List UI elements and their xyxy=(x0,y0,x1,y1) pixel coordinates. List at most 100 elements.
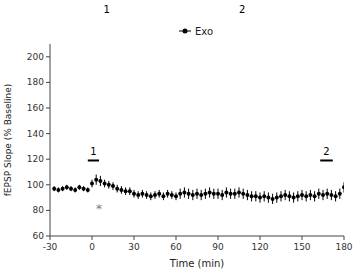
data-point xyxy=(203,192,207,196)
data-point xyxy=(61,187,65,191)
data-point xyxy=(342,185,344,189)
x-tick-label: 90 xyxy=(212,242,224,252)
data-point xyxy=(157,192,161,196)
data-point xyxy=(287,194,291,198)
data-point xyxy=(132,192,136,196)
data-point xyxy=(233,192,237,196)
y-axis xyxy=(50,44,51,236)
data-point xyxy=(279,194,283,198)
data-point xyxy=(140,192,144,196)
data-point xyxy=(321,193,325,197)
data-point xyxy=(161,194,165,198)
y-tick xyxy=(46,210,50,211)
x-tick-label: 150 xyxy=(293,242,310,252)
data-point xyxy=(128,189,132,193)
y-tick-label: 100 xyxy=(27,180,44,190)
y-tick xyxy=(46,159,50,160)
y-tick xyxy=(46,108,50,109)
x-tick xyxy=(260,236,261,240)
injection-bar xyxy=(88,159,99,161)
data-point xyxy=(245,193,249,197)
data-point xyxy=(82,187,86,191)
data-point xyxy=(86,188,90,192)
y-tick-label: 140 xyxy=(27,129,44,139)
data-point xyxy=(107,183,111,187)
data-point xyxy=(65,185,69,189)
x-tick-label: 30 xyxy=(128,242,140,252)
x-tick-label: 60 xyxy=(170,242,182,252)
legend-label: Exo xyxy=(195,26,213,37)
data-point xyxy=(275,196,279,200)
data-point xyxy=(52,187,56,191)
bar-label: 2 xyxy=(323,146,329,157)
data-point xyxy=(77,185,81,189)
y-tick-label: 180 xyxy=(27,77,44,87)
data-point xyxy=(241,192,245,196)
panel-label: 2 xyxy=(239,4,245,15)
data-point xyxy=(119,188,123,192)
data-point xyxy=(283,193,287,197)
data-point xyxy=(208,190,212,194)
y-tick xyxy=(46,133,50,134)
data-point xyxy=(191,193,195,197)
data-point xyxy=(90,182,94,186)
x-tick xyxy=(134,236,135,240)
data-point xyxy=(304,194,308,198)
y-tick-label: 200 xyxy=(27,52,44,62)
x-tick xyxy=(50,236,51,240)
data-point xyxy=(136,193,140,197)
data-point xyxy=(262,194,266,198)
data-point xyxy=(254,194,258,198)
y-tick xyxy=(46,184,50,185)
data-point xyxy=(296,194,300,198)
y-tick xyxy=(46,82,50,83)
y-tick-label: 60 xyxy=(33,231,45,241)
data-point xyxy=(174,194,178,198)
y-tick xyxy=(46,56,50,57)
data-point xyxy=(73,188,77,192)
data-point xyxy=(237,190,241,194)
data-point xyxy=(56,188,60,192)
data-point xyxy=(103,182,107,186)
x-tick-label: 0 xyxy=(89,242,95,252)
data-point xyxy=(329,193,333,197)
data-point xyxy=(187,192,191,196)
data-point xyxy=(178,192,182,196)
x-tick xyxy=(176,236,177,240)
data-point xyxy=(195,192,199,196)
data-point xyxy=(229,192,233,196)
x-tick xyxy=(302,236,303,240)
data-point xyxy=(182,190,186,194)
data-point xyxy=(292,196,296,200)
data-point xyxy=(111,184,115,188)
injection-bar xyxy=(320,159,333,161)
x-tick-label: 120 xyxy=(251,242,268,252)
data-point xyxy=(153,193,157,197)
legend: Exo xyxy=(179,26,213,37)
y-axis-label: fEPSP Slope (% Baseline) xyxy=(3,84,13,197)
significance-mark: * xyxy=(96,201,103,216)
data-point xyxy=(149,194,153,198)
data-point xyxy=(170,193,174,197)
y-tick-label: 120 xyxy=(27,154,44,164)
data-point xyxy=(308,193,312,197)
data-point xyxy=(124,189,128,193)
data-point xyxy=(94,178,98,182)
data-point xyxy=(250,194,254,198)
x-tick-label: 180 xyxy=(335,242,352,252)
data-point xyxy=(98,179,102,183)
panel-label: 1 xyxy=(104,4,110,15)
plot-area xyxy=(52,175,344,204)
data-point xyxy=(145,193,149,197)
data-point xyxy=(317,192,321,196)
data-point xyxy=(313,194,317,198)
data-point xyxy=(224,190,228,194)
y-tick-label: 80 xyxy=(33,205,45,215)
bar-label: 1 xyxy=(90,146,96,157)
x-tick-label: -30 xyxy=(43,242,58,252)
data-point xyxy=(115,187,119,191)
data-point xyxy=(334,194,338,198)
data-point xyxy=(266,196,270,200)
data-point xyxy=(220,193,224,197)
data-point xyxy=(325,192,329,196)
